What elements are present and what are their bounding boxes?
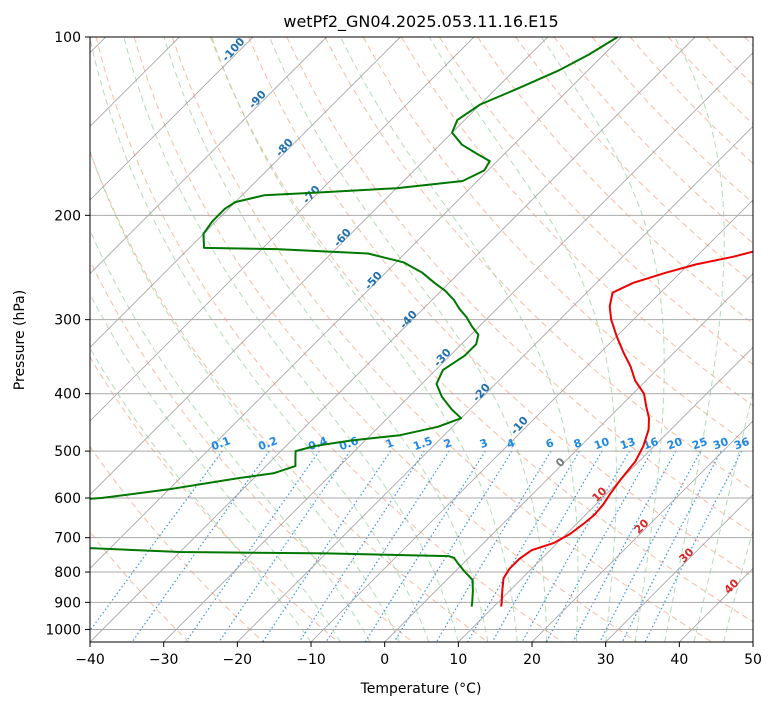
mixing-ratio-label: 13	[618, 435, 637, 452]
mixing-ratio-line	[262, 450, 392, 642]
x-axis-label: Temperature (°C)	[360, 681, 482, 697]
isotherm-line	[531, 420, 753, 642]
profile-dewpoint	[90, 547, 474, 607]
x-tick-label: −30	[149, 652, 179, 668]
axes: −40 −30 −20 −10 0 10 20 30 40 5010020030040050060…	[45, 30, 762, 668]
y-tick-label: 100	[54, 30, 81, 46]
moist-adiabat-line	[664, 37, 725, 642]
moist-adiabat-line	[163, 37, 489, 642]
isotherm-line	[458, 346, 753, 642]
moist-adiabat-line	[269, 37, 548, 642]
moist-adiabat-line	[90, 149, 400, 642]
mixing-ratio-label: 0.2	[256, 434, 279, 453]
isotherm-line	[90, 37, 475, 422]
mixing-ratio-line	[621, 450, 722, 642]
x-tick-label: 40	[670, 652, 688, 668]
x-tick-label: 50	[744, 652, 762, 668]
profile-dewpoint_upper	[90, 37, 619, 500]
mixing-ratio-line	[545, 450, 653, 642]
mixing-ratio-label: 10	[592, 435, 611, 453]
x-tick-label: 10	[449, 652, 467, 668]
dry-adiabat-line	[133, 37, 638, 642]
mixing-ratio-line	[644, 450, 743, 642]
x-tick-label: −20	[223, 652, 253, 668]
mixing-ratio-label: 30	[711, 435, 730, 453]
y-tick-label: 500	[54, 444, 81, 460]
mixing-ratio-label: 0.6	[337, 434, 360, 453]
moist-adiabat-line	[211, 37, 518, 642]
moist-adiabat-line	[90, 229, 371, 642]
x-tick-label: −40	[75, 652, 105, 668]
plot-frame	[89, 36, 754, 643]
dry-adiabat-line	[248, 37, 753, 578]
isotherm-line	[90, 37, 401, 348]
isotherm-line	[90, 37, 548, 496]
mixing-ratio-line	[491, 450, 603, 642]
y-axis-label: Pressure (hPa)	[12, 290, 28, 390]
dry-adiabat-line	[171, 37, 712, 642]
mixing-ratio-line	[90, 450, 223, 632]
isotherm-line	[90, 37, 254, 201]
isotherm-line	[90, 37, 327, 275]
dry-adiabat-line	[324, 37, 753, 491]
x-tick-label: 0	[380, 652, 389, 668]
y-tick-label: 1000	[45, 622, 81, 638]
x-tick-label: 30	[597, 652, 615, 668]
mixing-ratio-label: 4	[505, 436, 517, 451]
dry-adiabat-line	[438, 37, 753, 366]
moist-adiabat-line	[123, 37, 459, 642]
dry-adiabat-line	[477, 37, 753, 325]
profiles	[90, 37, 753, 607]
mixing-ratio-label: 2	[442, 436, 454, 451]
moist-adiabat-line	[723, 528, 753, 642]
mixing-ratio-line	[572, 450, 677, 642]
isotherm-line	[237, 125, 753, 642]
mixing-ratio-label: 3	[478, 436, 490, 451]
mixing-ratio-label: 36	[732, 435, 751, 453]
mixing-ratio-line	[521, 450, 631, 642]
isotherm-line	[605, 494, 753, 642]
isotherm-line	[310, 199, 753, 642]
mixing-ratio-label: 20	[665, 435, 684, 453]
y-tick-label: 600	[54, 491, 81, 507]
background-lines	[90, 37, 753, 642]
mixing-ratio-line	[599, 450, 702, 642]
mixing-ratio-line	[218, 450, 351, 642]
mixing-ratio-label: 1	[384, 436, 396, 451]
profile-temperature	[500, 250, 753, 607]
y-tick-label: 900	[54, 595, 81, 611]
mixing-ratio-line	[185, 450, 320, 642]
isotherm-line	[90, 37, 696, 642]
mixing-ratio-label: 1.5	[411, 434, 434, 453]
moist-adiabat-line	[340, 37, 579, 642]
mixing-ratio-label: 8	[572, 436, 584, 451]
dry-adiabat-line	[90, 150, 488, 642]
mixing-ratio-label: 0.4	[306, 434, 329, 453]
y-tick-label: 400	[54, 387, 81, 403]
moist-adiabat-line	[90, 37, 430, 642]
y-tick-label: 200	[54, 208, 81, 224]
dry-adiabat-line	[210, 37, 753, 623]
isotherm-line	[384, 273, 753, 642]
x-tick-label: 20	[523, 652, 541, 668]
mixing-ratio-label: 6	[544, 436, 556, 451]
isotherm-line	[90, 37, 622, 569]
mixing-ratio-line	[298, 450, 425, 642]
chart-title: wetPf2_GN04.2025.053.11.16.E15	[283, 12, 558, 32]
mixing-ratio-label: 25	[690, 435, 709, 452]
dry-adiabat-line	[90, 445, 264, 642]
y-tick-label: 800	[54, 565, 81, 581]
moist-adiabat-line	[90, 293, 341, 642]
moist-adiabat-line	[540, 37, 665, 642]
x-tick-label: −10	[296, 652, 326, 668]
mixing-ratio-label: 0.1	[209, 434, 232, 453]
y-tick-label: 700	[54, 531, 81, 547]
y-tick-label: 300	[54, 313, 81, 329]
isotherm-line	[163, 52, 753, 642]
dry-adiabat-line	[95, 37, 563, 642]
moist-adiabat-line	[693, 390, 753, 642]
